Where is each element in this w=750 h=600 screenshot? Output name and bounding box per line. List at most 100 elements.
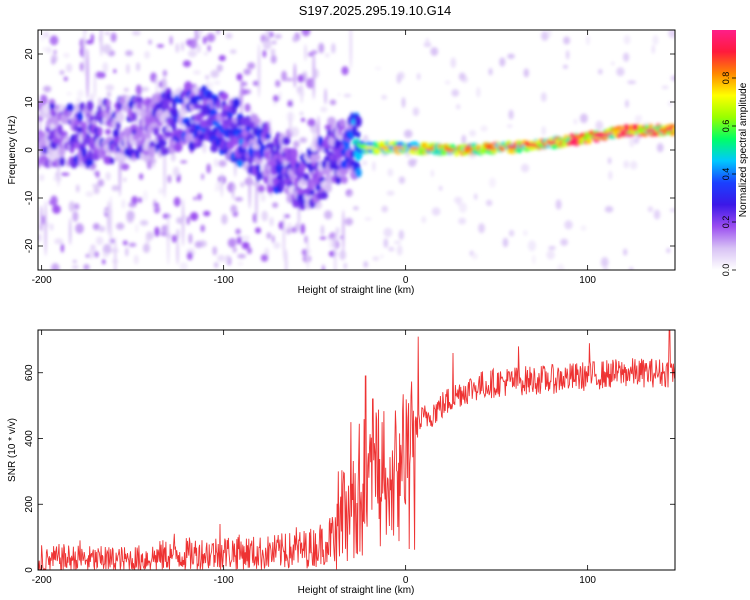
- heatmap-cell: [602, 267, 609, 270]
- heatmap-cell: [144, 51, 150, 59]
- heatmap-cell: [630, 160, 638, 170]
- heatmap-cell: [162, 213, 171, 219]
- heatmap-cell: [320, 224, 325, 236]
- heatmap-cell: [622, 52, 630, 62]
- heatmap-cell: [478, 223, 485, 234]
- heatmap-cell: [50, 58, 56, 65]
- heatmap-cell: [88, 248, 95, 260]
- heatmap-cell: [92, 223, 100, 231]
- heatmap-cell: [275, 79, 281, 88]
- heatmap-cell: [215, 30, 221, 35]
- heatmap-cell: [232, 97, 241, 108]
- heatmap-cell: [311, 154, 321, 162]
- heatmap-cell: [344, 217, 354, 226]
- colorbar: 0.0 0.2 0.4 0.6 0.8 Normalized spectral ampl…: [712, 30, 749, 276]
- heatmap-cell: [66, 92, 72, 96]
- spectrogram-cells: [38, 30, 675, 270]
- heatmap-cell: [586, 35, 590, 46]
- heatmap-cell: [297, 74, 304, 83]
- heatmap-cell: [274, 34, 282, 39]
- heatmap-cell: [160, 146, 169, 156]
- heatmap-cell: [98, 225, 106, 232]
- heatmap-cell: [218, 159, 227, 168]
- heatmap-cell: [670, 75, 675, 82]
- heatmap-cell: [409, 146, 420, 150]
- snr-frame: [37, 329, 676, 571]
- heatmap-cell: [321, 264, 325, 270]
- heatmap-cell: [290, 126, 300, 138]
- heatmap-cell: [156, 44, 165, 48]
- heatmap-cell: [300, 117, 306, 122]
- heatmap-cell: [186, 216, 190, 225]
- heatmap-cell: [202, 142, 207, 154]
- heatmap-cell: [300, 223, 306, 235]
- y-tick-label: 200: [24, 495, 35, 512]
- snr-panel: -200 -100 0 100 0 200 400 600 Height of straig…: [7, 329, 676, 596]
- heatmap-cell: [520, 163, 530, 173]
- heatmap-cell: [349, 112, 355, 121]
- heatmap-cell: [270, 54, 277, 64]
- heatmap-cell: [102, 43, 112, 54]
- heatmap-cell: [632, 137, 640, 144]
- heatmap-cell: [139, 173, 144, 180]
- heatmap-cell: [383, 227, 393, 238]
- heatmap-cell: [51, 110, 57, 117]
- heatmap-cell: [62, 114, 70, 125]
- heatmap-cell: [444, 148, 456, 152]
- heatmap-cell: [363, 261, 369, 268]
- heatmap-cell: [220, 172, 224, 198]
- heatmap-cell: [163, 131, 173, 138]
- heatmap-cell: [548, 246, 556, 250]
- heatmap-cell: [85, 40, 94, 45]
- heatmap-cell: [38, 119, 43, 132]
- heatmap-cell: [464, 147, 474, 151]
- heatmap-cell: [48, 200, 56, 205]
- heatmap-cell: [157, 138, 167, 148]
- heatmap-cell: [321, 168, 328, 176]
- heatmap-cell: [372, 161, 376, 172]
- heatmap-cell: [77, 126, 83, 134]
- heatmap-cell: [214, 187, 220, 192]
- heatmap-cell: [38, 101, 43, 111]
- heatmap-cell: [523, 230, 528, 236]
- heatmap-cell: [324, 88, 327, 105]
- heatmap-cell: [290, 147, 298, 160]
- heatmap-cell: [243, 68, 252, 76]
- heatmap-cell: [73, 203, 80, 210]
- heatmap-cell: [652, 34, 659, 46]
- heatmap-cell: [293, 176, 299, 189]
- heatmap-cell: [225, 33, 233, 40]
- heatmap-cell: [387, 168, 394, 177]
- heatmap-cell: [563, 36, 571, 45]
- heatmap-cell: [292, 140, 300, 148]
- heatmap-cell: [352, 206, 359, 211]
- heatmap-cell: [431, 207, 441, 216]
- heatmap-cell: [302, 173, 310, 181]
- heatmap-cell: [407, 158, 417, 167]
- heatmap-cell: [221, 214, 228, 225]
- heatmap-cell: [315, 183, 322, 192]
- heatmap-cell: [105, 84, 115, 91]
- heatmap-cell: [193, 196, 197, 201]
- heatmap-cell: [76, 98, 81, 102]
- heatmap-cell: [115, 121, 121, 130]
- heatmap-cell: [347, 191, 353, 196]
- heatmap-cell: [541, 31, 549, 41]
- heatmap-cell: [189, 211, 199, 221]
- heatmap-cell: [52, 117, 60, 126]
- heatmap-cell: [616, 67, 625, 77]
- heatmap-cell: [167, 212, 170, 266]
- heatmap-cell: [265, 30, 269, 40]
- heatmap-cell: [284, 214, 291, 219]
- heatmap-cell: [557, 263, 565, 270]
- heatmap-cell: [421, 216, 427, 224]
- heatmap-cell: [508, 229, 515, 237]
- heatmap-cell: [234, 197, 243, 202]
- heatmap-cell: [187, 49, 197, 58]
- heatmap-cell: [647, 206, 654, 213]
- heatmap-cell: [262, 123, 270, 135]
- heatmap-cell: [398, 229, 405, 241]
- heatmap-cell: [86, 100, 94, 112]
- heatmap-cell: [653, 209, 661, 220]
- heatmap-cell: [242, 235, 250, 241]
